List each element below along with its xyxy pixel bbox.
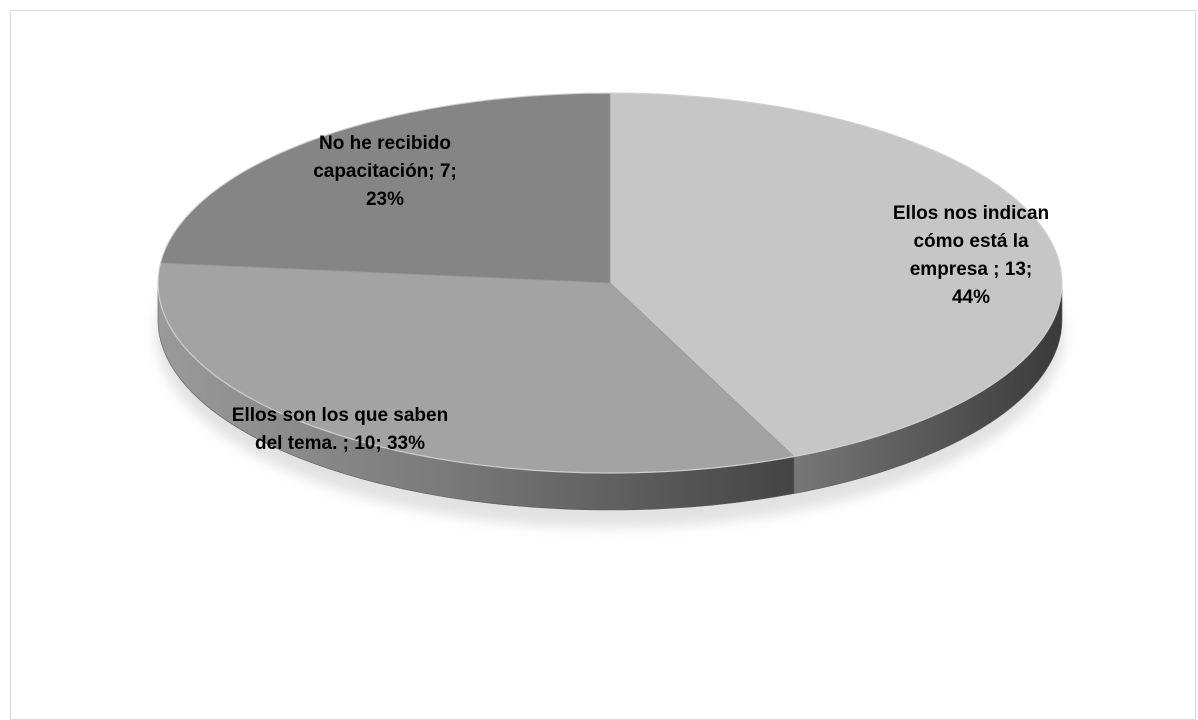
data-label-ellos-nos-indican: Ellos nos indican cómo está la empresa ;…	[892, 203, 1050, 308]
pie-rim	[157, 92, 1063, 474]
data-label-no-he-recibido: No he recibido capacitación; 7; 23%	[313, 133, 457, 210]
data-label-ellos-son-los-que-saben: Ellos son los que saben del tema. ; 10; …	[231, 405, 449, 454]
